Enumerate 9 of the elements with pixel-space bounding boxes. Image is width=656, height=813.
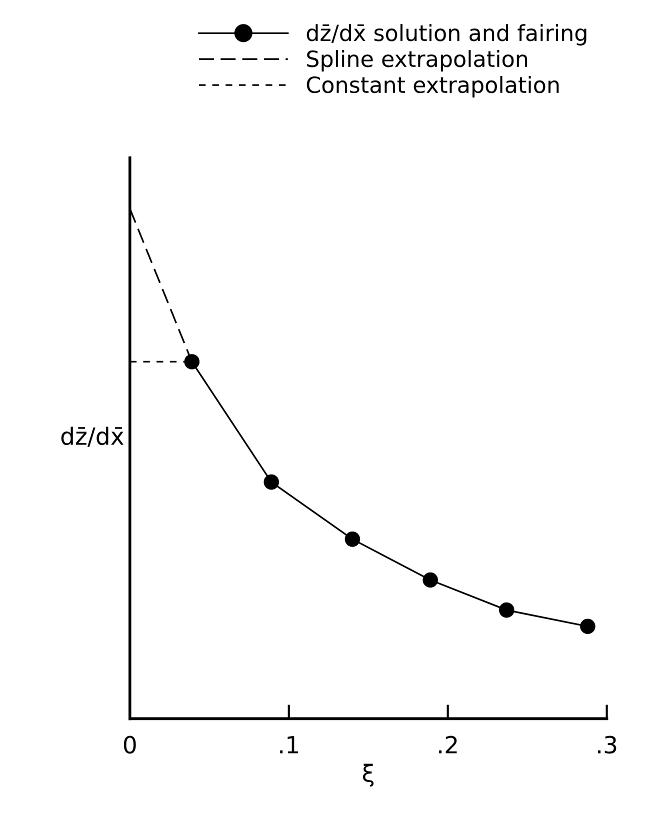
x-axis-title: ξ (362, 764, 374, 787)
x-tick-label: .3 (598, 736, 616, 754)
x-tick-label: .2 (439, 736, 457, 754)
legend-label: Constant extrapolation (306, 76, 559, 98)
y-axis-title: dz̄/dx̄ (61, 426, 124, 447)
legend-label: dz̄/dx̄ solution and fairing (306, 24, 586, 46)
x-tick-label: 0 (124, 736, 136, 754)
legend-label: Spline extrapolation (307, 50, 528, 72)
x-tick-label: .1 (280, 736, 298, 754)
